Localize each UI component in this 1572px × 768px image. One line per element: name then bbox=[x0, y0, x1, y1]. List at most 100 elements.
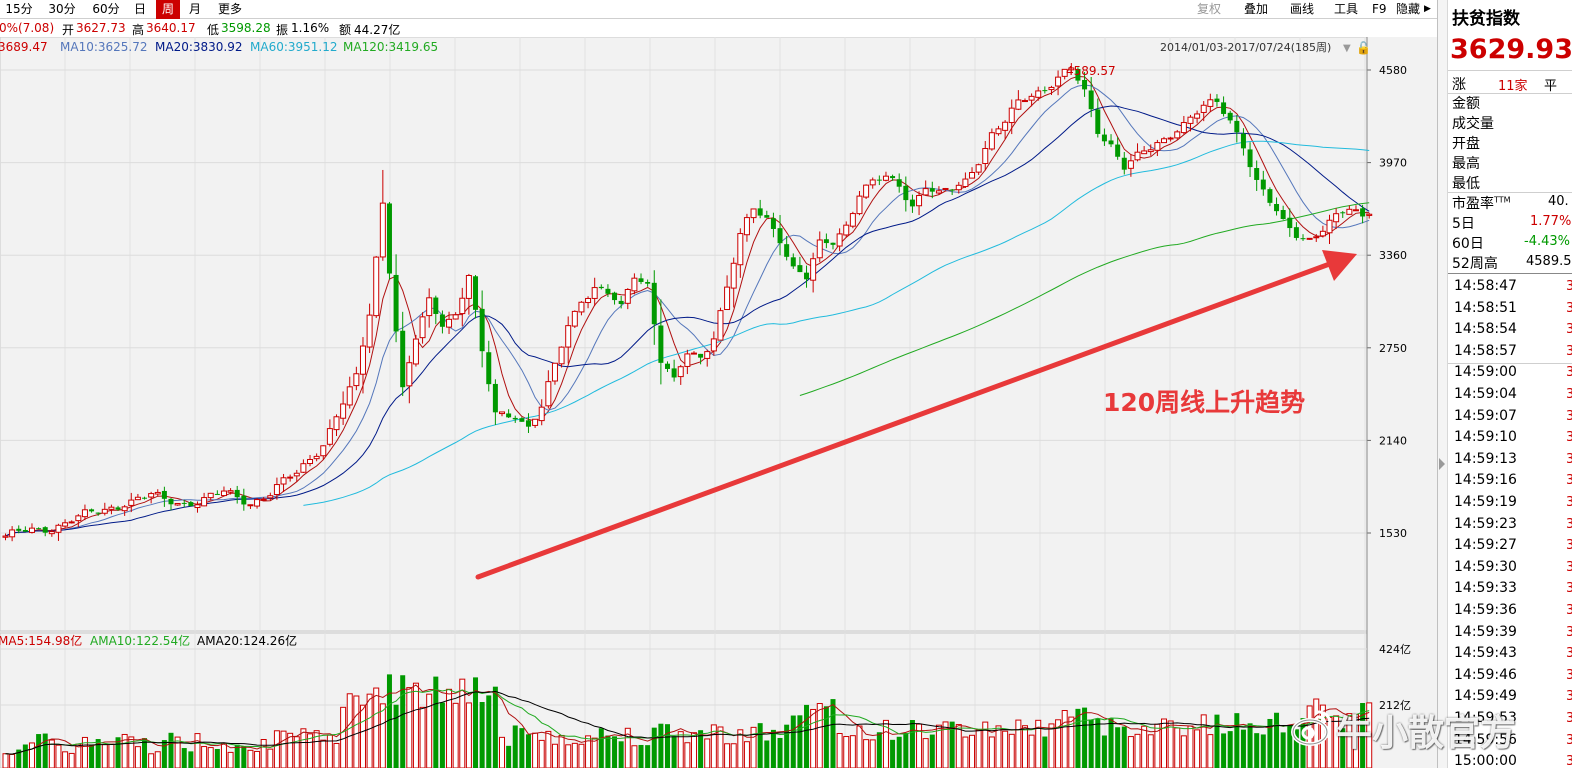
tick-time: 14:59:23 bbox=[1454, 515, 1517, 532]
candle-body bbox=[929, 188, 935, 192]
candle-body bbox=[1061, 68, 1068, 77]
restore-rights-button[interactable]: 复权 bbox=[1197, 2, 1222, 16]
volume-bar bbox=[743, 741, 750, 768]
candlestick-chart[interactable]: 1530 2140 2750 3360 3970 4580 212亿 424亿 3689.47… bbox=[0, 37, 1437, 768]
tools-button[interactable]: 工具 bbox=[1334, 2, 1359, 16]
candle-body bbox=[359, 345, 366, 375]
tick-value: 3 bbox=[1566, 603, 1572, 618]
overlay-button[interactable]: 叠加 bbox=[1244, 2, 1269, 16]
panel-separator bbox=[1448, 192, 1572, 193]
toolbar-more-icon[interactable]: ▶ bbox=[1424, 4, 1431, 14]
candle-body bbox=[1154, 142, 1161, 151]
candle-body bbox=[1293, 227, 1299, 238]
volume-bar bbox=[168, 732, 174, 768]
volume-bar bbox=[1360, 703, 1366, 768]
candle-body bbox=[287, 476, 294, 479]
volume-bar bbox=[823, 706, 829, 768]
period-month-button[interactable]: 月 bbox=[188, 2, 201, 16]
candle-body bbox=[101, 508, 108, 514]
tick-value: 3 bbox=[1566, 387, 1572, 402]
tick-time: 14:59:07 bbox=[1454, 407, 1517, 424]
range-dropdown-icon[interactable]: ▼ bbox=[1343, 43, 1351, 54]
candle-body bbox=[1340, 212, 1346, 214]
low-value: 3598.28 bbox=[221, 21, 271, 35]
volume-bar bbox=[698, 730, 704, 768]
tick-time: 14:59:27 bbox=[1454, 537, 1517, 554]
period-more-button[interactable]: 更多 bbox=[217, 2, 242, 16]
tick-time: 14:59:49 bbox=[1454, 688, 1517, 705]
f9-button[interactable]: F9 bbox=[1372, 2, 1387, 16]
pe-value: 40. bbox=[1548, 194, 1569, 209]
volume-bar bbox=[1187, 725, 1194, 768]
volume-bar bbox=[254, 750, 261, 768]
candle-body bbox=[777, 228, 783, 244]
volume-bar bbox=[247, 749, 254, 768]
volume-bar bbox=[1042, 736, 1048, 768]
candle-body bbox=[658, 325, 664, 363]
candle-body bbox=[128, 499, 135, 506]
candle-body bbox=[849, 213, 856, 227]
period-15min-button[interactable]: 15分 bbox=[5, 2, 33, 16]
hide-button[interactable]: 隐藏 bbox=[1396, 2, 1421, 16]
volume-bar bbox=[565, 744, 572, 768]
volume-bar bbox=[241, 746, 247, 768]
ma10-line bbox=[5, 84, 1370, 537]
volume-bar bbox=[1221, 733, 1227, 768]
candle-body bbox=[2, 535, 9, 538]
candle-body bbox=[1352, 209, 1359, 212]
volume-bar bbox=[22, 744, 28, 768]
period-day-button[interactable]: 日 bbox=[133, 2, 146, 16]
candle-body bbox=[764, 215, 770, 218]
lock-icon[interactable]: 🔓 bbox=[1356, 41, 1371, 55]
period-60min-button[interactable]: 60分 bbox=[92, 2, 120, 16]
volume-bar bbox=[612, 736, 618, 768]
candle-body bbox=[1115, 144, 1121, 157]
volume-bar bbox=[473, 677, 479, 768]
trend-annotation: 120周线上升趋势 bbox=[1103, 388, 1305, 417]
ma10-legend: MA10:3625.72 bbox=[60, 40, 148, 54]
quote-side-panel: 扶贫指数 3629.93 涨 11家 平 金额 成交量 开盘 最高 最低 市盈率… bbox=[1437, 0, 1572, 768]
candle-body bbox=[784, 244, 790, 257]
volume-bar bbox=[810, 708, 817, 768]
volume-bar bbox=[1035, 719, 1042, 768]
candle-body bbox=[1221, 102, 1227, 114]
trend-arrow-head bbox=[1322, 250, 1357, 281]
volume-bar bbox=[81, 736, 88, 768]
volume-bar bbox=[379, 703, 386, 768]
volume-bar bbox=[1075, 708, 1081, 768]
candle-body bbox=[830, 242, 836, 245]
candle-body bbox=[737, 233, 744, 266]
y-axis-tick-label: 1530 bbox=[1379, 527, 1407, 540]
volume-bar bbox=[161, 740, 167, 768]
volume-bar bbox=[400, 675, 406, 768]
volume-bar bbox=[280, 730, 287, 768]
volume-bar bbox=[499, 736, 505, 768]
candle-body bbox=[1306, 237, 1313, 240]
volume-bar bbox=[551, 743, 558, 768]
volume-bar bbox=[876, 732, 882, 768]
tick-value: 3 bbox=[1566, 279, 1572, 294]
volume-bar bbox=[843, 736, 850, 768]
volume-bar bbox=[525, 734, 531, 768]
volume-bar bbox=[366, 693, 373, 768]
tick-time: 14:59:00 bbox=[1454, 364, 1517, 381]
pe-ttm-sup: TTM bbox=[1494, 195, 1511, 205]
draw-line-button[interactable]: 画线 bbox=[1290, 2, 1315, 16]
candle-body bbox=[982, 148, 989, 164]
panel-separator bbox=[1448, 93, 1572, 94]
period-week-button[interactable]: 周 bbox=[156, 0, 180, 19]
tick-value: 3 bbox=[1566, 473, 1572, 488]
tick-value: 3 bbox=[1566, 322, 1572, 337]
candle-body bbox=[1108, 140, 1114, 145]
period-30min-button[interactable]: 30分 bbox=[48, 2, 76, 16]
panel-collapse-bar[interactable] bbox=[1438, 0, 1448, 768]
candle-body bbox=[326, 428, 333, 445]
panel-collapse-icon[interactable] bbox=[1439, 458, 1445, 470]
tick-value: 3 bbox=[1566, 625, 1572, 640]
panel-separator bbox=[1448, 273, 1572, 274]
volume-ma20-line bbox=[5, 690, 1370, 755]
volume-bar bbox=[214, 748, 220, 768]
volume-bar bbox=[287, 732, 294, 768]
volume-bar bbox=[353, 695, 360, 768]
volume-bar bbox=[55, 744, 62, 768]
